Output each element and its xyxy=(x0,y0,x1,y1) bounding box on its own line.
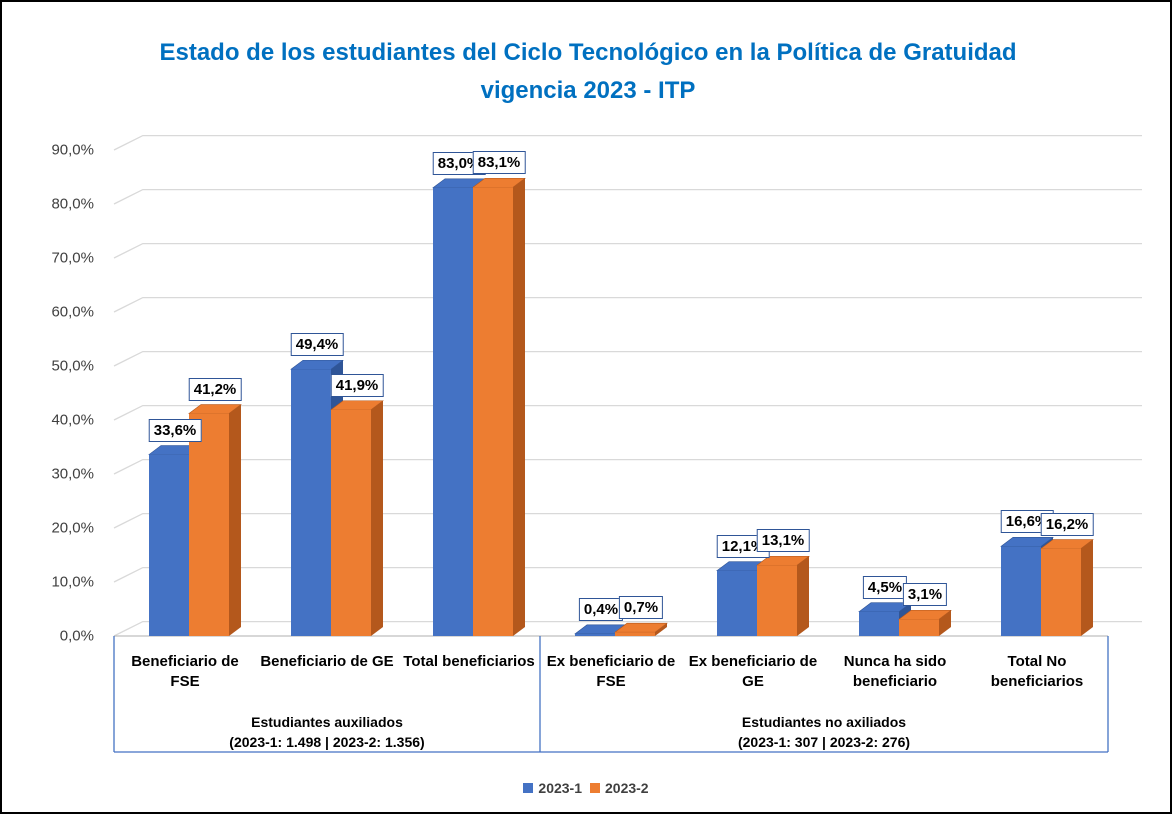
bar xyxy=(1001,546,1041,636)
legend: 2023-1 2023-2 xyxy=(2,780,1170,796)
x-tick-label: Ex beneficiario de GE xyxy=(688,653,818,690)
bar xyxy=(189,413,229,636)
data-label: 13,1% xyxy=(756,529,810,553)
y-tick-label: 90,0% xyxy=(51,141,94,159)
legend-label: 2023-2 xyxy=(605,780,649,796)
group-label: Estudiantes no axiliados xyxy=(741,714,907,730)
grid-line xyxy=(113,458,1142,475)
bar xyxy=(433,187,473,637)
bar xyxy=(859,611,899,636)
y-tick-label: 80,0% xyxy=(51,195,94,213)
data-label: 49,4% xyxy=(290,333,344,357)
data-label: 41,2% xyxy=(188,377,242,401)
bar xyxy=(331,409,371,636)
data-label: 0,7% xyxy=(618,596,664,620)
bar xyxy=(899,619,939,636)
y-tick-label: 0,0% xyxy=(59,627,94,645)
data-label: 12,1% xyxy=(716,534,770,558)
bar xyxy=(291,369,331,636)
y-tick-label: 20,0% xyxy=(51,519,94,537)
bar-side xyxy=(229,404,241,636)
data-label: 83,1% xyxy=(472,151,526,175)
bar-side xyxy=(939,610,951,636)
data-label: 3,1% xyxy=(902,583,948,607)
bar-side xyxy=(797,556,809,636)
data-label: 33,6% xyxy=(148,418,202,442)
bar xyxy=(575,633,615,636)
group-detail: (2023-1: 1.498 | 2023-2: 1.356) xyxy=(229,734,425,750)
data-label: 16,6% xyxy=(1000,510,1054,534)
y-tick-label: 60,0% xyxy=(51,303,94,321)
legend-label: 2023-1 xyxy=(538,780,582,796)
y-tick-label: 10,0% xyxy=(51,573,94,591)
grid-line xyxy=(113,512,1142,529)
x-tick-label: Beneficiario de GE xyxy=(260,653,394,670)
group-detail: (2023-1: 307 | 2023-2: 276) xyxy=(737,734,911,750)
bar-side xyxy=(655,623,667,636)
legend-item: 2023-2 xyxy=(590,780,649,796)
data-label: 4,5% xyxy=(862,575,908,599)
legend-item: 2023-1 xyxy=(523,780,582,796)
legend-swatch xyxy=(590,783,600,793)
grid-line xyxy=(113,296,1142,313)
bar xyxy=(149,454,189,636)
bar xyxy=(473,187,513,636)
y-tick-label: 50,0% xyxy=(51,357,94,375)
x-tick-label: Beneficiario de FSE xyxy=(131,653,239,690)
x-tick-label: Total beneficiarios xyxy=(403,653,535,670)
data-label: 41,9% xyxy=(330,373,384,397)
grid-line xyxy=(113,566,1142,583)
x-tick-label: Total No beneficiarios xyxy=(990,653,1084,690)
y-tick-label: 30,0% xyxy=(51,465,94,483)
grid-line xyxy=(113,242,1142,259)
group-label: Estudiantes auxiliados xyxy=(251,714,403,730)
chart-title: Estado de los estudiantes del Ciclo Tecn… xyxy=(159,39,1017,104)
grid-line xyxy=(113,350,1142,367)
x-tick-label: Ex beneficiario de FSE xyxy=(546,653,676,690)
grid-line xyxy=(113,404,1142,421)
bar xyxy=(717,570,757,636)
y-tick-label: 40,0% xyxy=(51,411,94,429)
grid-line xyxy=(113,134,1142,151)
bar xyxy=(757,565,797,636)
bar xyxy=(615,632,655,636)
legend-swatch xyxy=(523,783,534,793)
data-label: 16,2% xyxy=(1040,512,1094,536)
bar-side xyxy=(371,400,383,636)
bar xyxy=(1041,548,1081,636)
data-label: 0,4% xyxy=(578,597,624,621)
bar-side xyxy=(513,178,525,636)
x-tick-label: Nunca ha sido beneficiario xyxy=(843,653,947,690)
y-tick-label: 70,0% xyxy=(51,249,94,267)
grid-line xyxy=(113,188,1142,205)
bar-side xyxy=(1081,539,1093,636)
data-label: 83,0% xyxy=(432,151,486,175)
